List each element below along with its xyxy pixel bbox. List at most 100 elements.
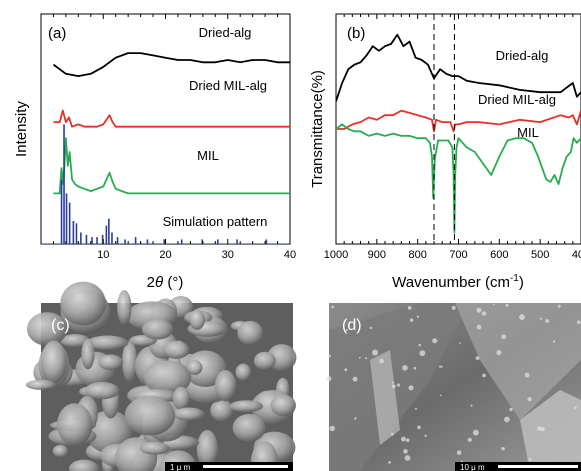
plot-area-a	[41, 52, 290, 244]
particle-cluster	[163, 340, 190, 359]
particle	[404, 455, 411, 461]
particle-cluster	[122, 341, 138, 383]
particle	[432, 338, 438, 344]
panel-label-d: (d)	[342, 317, 362, 334]
particle	[501, 334, 507, 340]
particle	[451, 305, 456, 310]
scale-bar-label-c: 1 μ m	[170, 463, 191, 471]
particle	[439, 394, 442, 397]
series-line-mil	[336, 123, 581, 234]
x-tick-label: 800	[408, 249, 426, 261]
sem-image-d: (d) 10 μ m	[326, 303, 581, 471]
particle	[524, 372, 530, 378]
particle	[545, 319, 550, 323]
particle-cluster	[270, 394, 297, 417]
particle	[539, 317, 543, 320]
particle	[327, 354, 331, 358]
scale-bar-label-d: 10 μ m	[460, 463, 485, 471]
series-line-mil	[53, 137, 290, 195]
x-tick-label: 1000	[324, 249, 348, 261]
particle	[519, 314, 525, 320]
particle	[459, 342, 461, 344]
particle	[352, 376, 358, 382]
x-tick-label: 500	[531, 249, 549, 261]
particle-cluster	[189, 309, 205, 330]
series-line-dried-mil-alg	[336, 109, 581, 133]
particle	[496, 350, 502, 356]
particle	[438, 365, 442, 368]
particle	[475, 356, 480, 361]
particle	[417, 425, 421, 430]
scale-bar-c	[203, 465, 288, 468]
particle-cluster	[232, 413, 266, 442]
x-tick-label: 900	[368, 249, 386, 261]
particle-cluster	[139, 441, 170, 455]
particle-cluster	[187, 360, 203, 375]
particle-cluster	[196, 429, 218, 469]
particle-cluster	[235, 363, 251, 381]
plot-frame-a	[40, 13, 291, 245]
x-tick-label: 20	[159, 249, 171, 261]
particle	[408, 385, 414, 391]
particle	[576, 320, 581, 325]
particle-cluster	[60, 334, 91, 348]
sem-image-c: (c) 1 μ m	[25, 281, 297, 471]
particle	[390, 432, 394, 436]
series-label-a-simulation: Simulation pattern	[163, 214, 268, 229]
flake	[370, 350, 400, 445]
sem-texture-c	[25, 281, 297, 471]
x-ticks-b: 1000 900 800 700 600 500 400	[324, 14, 581, 261]
particle-cluster	[86, 335, 129, 351]
particle	[329, 425, 335, 432]
particle	[505, 304, 508, 307]
sem-texture-d	[326, 303, 581, 471]
particle-cluster	[84, 382, 120, 400]
panel-label-c: (c)	[51, 317, 70, 334]
series-label-b-dried-alg: Dried-alg	[496, 48, 549, 63]
particle	[358, 356, 361, 359]
particle	[482, 373, 486, 378]
particle	[405, 438, 410, 443]
particle	[528, 458, 532, 461]
x-tick-label: 40	[284, 249, 296, 261]
particle-cluster	[210, 399, 234, 422]
x-tick-label: 400	[572, 249, 581, 261]
particle	[402, 365, 408, 371]
particle-cluster	[69, 459, 99, 471]
series-label-a-dried-alg: Dried-alg	[199, 25, 252, 40]
particle	[537, 426, 542, 431]
particle	[369, 326, 373, 330]
particle	[418, 343, 422, 347]
particle-cluster	[60, 281, 106, 326]
particle-cluster	[81, 338, 95, 370]
series-label-a-mil: MIL	[197, 148, 219, 163]
particle	[344, 368, 348, 372]
particle-cluster	[184, 350, 227, 388]
particle	[409, 318, 414, 322]
particle-cluster	[57, 403, 93, 447]
x-tick-label: 700	[449, 249, 467, 261]
flake	[520, 390, 581, 471]
particle-cluster	[237, 320, 264, 346]
particle	[391, 381, 394, 384]
y-axis-label-b: Transmittance(%)	[309, 70, 326, 188]
particle	[461, 460, 464, 463]
x-ticks-a: 10 20 30 40	[40, 14, 296, 261]
x-tick-label: 30	[222, 249, 234, 261]
particle	[326, 376, 332, 382]
particle	[354, 417, 357, 420]
particle	[467, 437, 472, 442]
particle	[472, 429, 479, 436]
x-axis-label-a: 2θ (°)	[147, 274, 184, 291]
particle	[424, 434, 427, 438]
panel-a: 10 20 30 40 (a) Dried-alg Dried MIL-alg MIL…	[13, 13, 296, 291]
particle	[400, 436, 406, 442]
series-line-dried-alg	[52, 52, 290, 77]
plot-area-b	[336, 14, 581, 244]
particle	[456, 450, 462, 455]
particle-cluster	[214, 369, 237, 402]
series-label-a-dried-mil-alg: Dried MIL-alg	[189, 78, 267, 93]
particle-cluster	[85, 410, 133, 454]
series-line-dried-alg	[336, 33, 581, 102]
